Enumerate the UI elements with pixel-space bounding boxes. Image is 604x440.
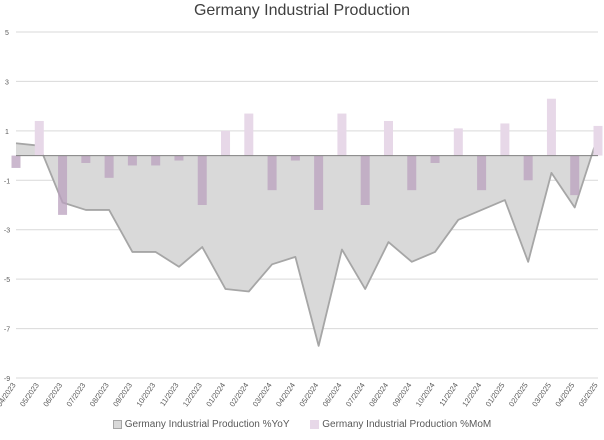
mom-bar bbox=[174, 155, 184, 161]
mom-bar bbox=[523, 155, 533, 181]
y-tick-label: -9 bbox=[4, 376, 10, 383]
mom-bar bbox=[104, 155, 114, 178]
mom-bar bbox=[11, 155, 21, 168]
mom-bar bbox=[197, 155, 207, 205]
mom-bar bbox=[430, 155, 440, 163]
mom-bar bbox=[593, 125, 603, 156]
y-tick-label: 5 bbox=[5, 30, 9, 37]
mom-bar bbox=[570, 155, 580, 196]
legend-item-mom: Germany Industrial Production %MoM bbox=[310, 419, 491, 430]
x-tick-label: 12/2023 bbox=[181, 381, 204, 408]
mom-bar bbox=[453, 128, 463, 156]
mom-bar bbox=[267, 155, 277, 191]
x-tick-label: 04/2023 bbox=[0, 381, 18, 408]
mom-bar bbox=[337, 113, 347, 156]
mom-bar bbox=[360, 155, 370, 205]
x-tick-label: 09/2023 bbox=[111, 381, 134, 408]
x-tick-label: 09/2024 bbox=[390, 381, 413, 408]
mom-bar bbox=[221, 130, 231, 156]
y-tick-label: -3 bbox=[4, 228, 10, 235]
legend-label-yoy: Germany Industrial Production %YoY bbox=[124, 419, 290, 430]
mom-bar bbox=[500, 123, 510, 156]
x-tick-label: 04/2024 bbox=[274, 381, 297, 408]
mom-bar bbox=[127, 155, 137, 166]
x-tick-label: 12/2024 bbox=[460, 381, 483, 408]
mom-bar bbox=[81, 155, 91, 163]
x-tick-label: 07/2023 bbox=[65, 381, 88, 408]
y-tick-label: 1 bbox=[5, 129, 9, 136]
legend-label-mom: Germany Industrial Production %MoM bbox=[322, 419, 492, 430]
x-tick-label: 02/2025 bbox=[507, 381, 530, 408]
legend-item-yoy: Germany Industrial Production %YoY bbox=[112, 419, 290, 430]
x-tick-label: 08/2024 bbox=[367, 381, 390, 408]
x-tick-label: 06/2024 bbox=[321, 381, 344, 408]
x-tick-label: 06/2023 bbox=[41, 381, 64, 408]
y-tick-label: -1 bbox=[4, 178, 10, 185]
x-tick-label: 03/2025 bbox=[530, 381, 553, 408]
mom-bar bbox=[477, 155, 487, 191]
x-tick-label: 05/2024 bbox=[297, 381, 320, 408]
x-tick-label: 10/2023 bbox=[134, 381, 157, 408]
chart-title: Germany Industrial Production bbox=[193, 2, 411, 19]
y-tick-label: 3 bbox=[5, 79, 9, 86]
x-tick-label: 10/2024 bbox=[414, 381, 437, 408]
x-tick-label: 04/2025 bbox=[553, 381, 576, 408]
y-tick-label: -7 bbox=[4, 327, 10, 334]
mom-bar bbox=[34, 120, 44, 156]
mom-bar bbox=[58, 155, 68, 215]
x-tick-label: 03/2024 bbox=[251, 381, 274, 408]
legend-swatch-mom bbox=[310, 420, 320, 429]
mom-bar bbox=[244, 113, 254, 156]
x-tick-label: 11/2024 bbox=[437, 381, 460, 408]
mom-bar bbox=[407, 155, 417, 191]
mom-bar bbox=[290, 155, 300, 161]
x-tick-label: 07/2024 bbox=[344, 381, 367, 408]
legend-swatch-yoy bbox=[112, 420, 122, 429]
x-tick-label: 01/2024 bbox=[204, 381, 227, 408]
x-tick-label: 08/2023 bbox=[88, 381, 111, 408]
mom-bar bbox=[314, 155, 324, 210]
x-tick-label: 11/2023 bbox=[158, 381, 181, 408]
yoy-area bbox=[16, 135, 598, 346]
y-tick-label: -5 bbox=[4, 277, 10, 284]
mom-bar bbox=[151, 155, 161, 166]
x-tick-label: 01/2025 bbox=[484, 381, 507, 408]
x-tick-label: 05/2025 bbox=[577, 381, 600, 408]
legend: Germany Industrial Production %YoY Germa… bbox=[0, 419, 604, 432]
yoy-line bbox=[15, 135, 599, 347]
x-tick-label: 05/2023 bbox=[18, 381, 41, 408]
x-tick-label: 02/2024 bbox=[228, 381, 251, 408]
mom-bar bbox=[546, 98, 556, 156]
mom-bar bbox=[383, 120, 393, 156]
